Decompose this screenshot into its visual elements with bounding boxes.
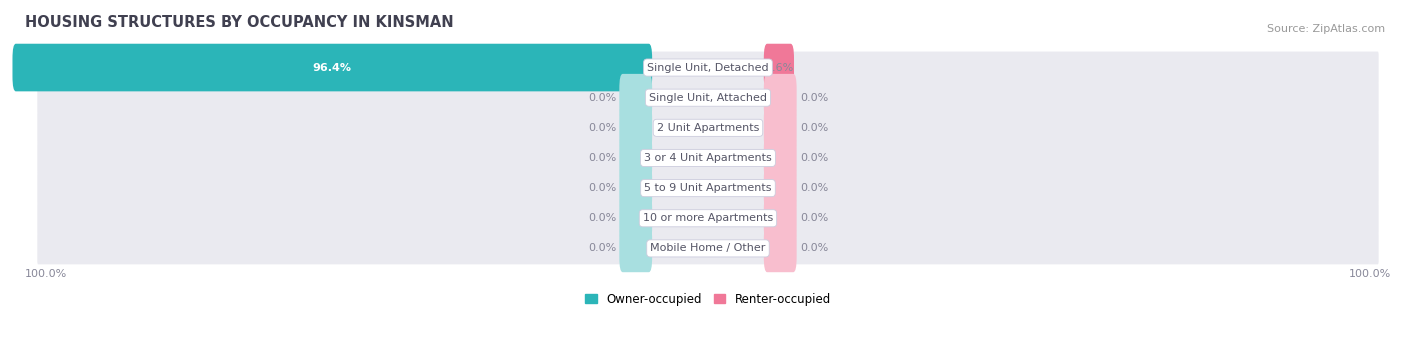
FancyBboxPatch shape xyxy=(619,74,652,121)
FancyBboxPatch shape xyxy=(763,225,797,272)
FancyBboxPatch shape xyxy=(763,104,797,152)
Text: 0.0%: 0.0% xyxy=(800,153,828,163)
Text: Single Unit, Detached: Single Unit, Detached xyxy=(647,62,769,73)
FancyBboxPatch shape xyxy=(619,225,652,272)
Text: 0.0%: 0.0% xyxy=(588,243,616,253)
Text: 100.0%: 100.0% xyxy=(1348,269,1391,279)
Text: 0.0%: 0.0% xyxy=(588,93,616,103)
Text: Source: ZipAtlas.com: Source: ZipAtlas.com xyxy=(1267,24,1385,34)
Text: 3 or 4 Unit Apartments: 3 or 4 Unit Apartments xyxy=(644,153,772,163)
FancyBboxPatch shape xyxy=(763,164,797,212)
Text: 0.0%: 0.0% xyxy=(588,213,616,223)
FancyBboxPatch shape xyxy=(38,82,1379,114)
Text: 96.4%: 96.4% xyxy=(312,62,352,73)
FancyBboxPatch shape xyxy=(619,104,652,152)
Text: Single Unit, Attached: Single Unit, Attached xyxy=(650,93,768,103)
Text: 0.0%: 0.0% xyxy=(800,183,828,193)
FancyBboxPatch shape xyxy=(763,44,794,91)
Text: 0.0%: 0.0% xyxy=(588,153,616,163)
Text: 0.0%: 0.0% xyxy=(800,93,828,103)
Legend: Owner-occupied, Renter-occupied: Owner-occupied, Renter-occupied xyxy=(585,293,831,306)
Text: 100.0%: 100.0% xyxy=(25,269,67,279)
FancyBboxPatch shape xyxy=(38,233,1379,264)
FancyBboxPatch shape xyxy=(38,202,1379,234)
FancyBboxPatch shape xyxy=(763,134,797,182)
Text: HOUSING STRUCTURES BY OCCUPANCY IN KINSMAN: HOUSING STRUCTURES BY OCCUPANCY IN KINSM… xyxy=(25,15,454,30)
Text: 5 to 9 Unit Apartments: 5 to 9 Unit Apartments xyxy=(644,183,772,193)
FancyBboxPatch shape xyxy=(13,44,652,91)
Text: 0.0%: 0.0% xyxy=(588,123,616,133)
Text: 2 Unit Apartments: 2 Unit Apartments xyxy=(657,123,759,133)
FancyBboxPatch shape xyxy=(619,194,652,242)
FancyBboxPatch shape xyxy=(763,194,797,242)
Text: Mobile Home / Other: Mobile Home / Other xyxy=(651,243,766,253)
Text: 0.0%: 0.0% xyxy=(588,183,616,193)
FancyBboxPatch shape xyxy=(38,172,1379,204)
FancyBboxPatch shape xyxy=(38,142,1379,174)
Text: 3.6%: 3.6% xyxy=(765,62,793,73)
FancyBboxPatch shape xyxy=(619,164,652,212)
FancyBboxPatch shape xyxy=(38,51,1379,84)
Text: 10 or more Apartments: 10 or more Apartments xyxy=(643,213,773,223)
Text: 0.0%: 0.0% xyxy=(800,123,828,133)
FancyBboxPatch shape xyxy=(619,134,652,182)
FancyBboxPatch shape xyxy=(38,112,1379,144)
Text: 0.0%: 0.0% xyxy=(800,213,828,223)
FancyBboxPatch shape xyxy=(763,74,797,121)
Text: 0.0%: 0.0% xyxy=(800,243,828,253)
